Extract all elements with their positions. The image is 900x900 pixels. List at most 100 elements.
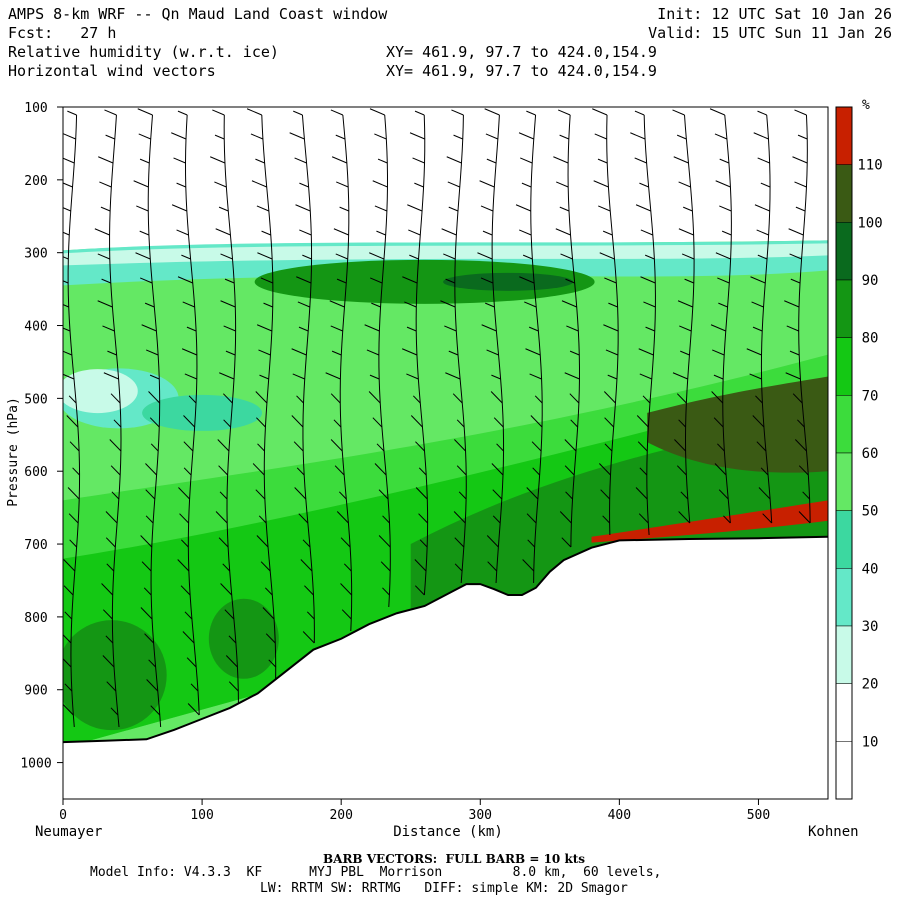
barb-staff xyxy=(339,114,353,632)
barb-flag xyxy=(526,513,537,524)
barb-flag xyxy=(339,206,350,212)
barb-flag xyxy=(68,513,79,524)
barb-flag xyxy=(762,513,773,524)
valid-time: Valid: 15 UTC Sun 11 Jan 26 xyxy=(648,24,892,42)
barb-flag xyxy=(672,109,685,116)
barb-flag xyxy=(645,326,655,332)
barb-flag xyxy=(532,467,541,476)
barb-flag xyxy=(140,607,153,620)
x-tick-label: 0 xyxy=(59,808,67,823)
model-info-line1: Model Info: V4.3.3 KF MYJ PBL Morrison 8… xyxy=(90,865,662,880)
barb-flag xyxy=(526,487,539,500)
barb-flag xyxy=(302,539,311,548)
barb-flag xyxy=(479,180,495,188)
barb-flag xyxy=(409,132,425,140)
barb-flag xyxy=(268,659,277,668)
barb-flag xyxy=(565,491,573,500)
barb-staff xyxy=(378,114,391,608)
barb-flag xyxy=(257,443,265,452)
barb-flag xyxy=(445,278,456,284)
barb-flag xyxy=(644,254,655,260)
barb-flag xyxy=(252,463,265,476)
barb-flag xyxy=(556,181,569,188)
barb-flag xyxy=(256,535,269,548)
barb-flag xyxy=(149,374,160,380)
barb-flag xyxy=(64,683,73,692)
x-tick-label: 500 xyxy=(747,808,770,823)
colorbar-label: 30 xyxy=(862,619,879,635)
barb-flag xyxy=(604,277,617,284)
rh-lens-90 xyxy=(254,259,595,304)
barb-flag xyxy=(786,325,799,332)
barb-flag xyxy=(564,439,577,452)
colorbar-segment xyxy=(835,625,853,684)
barb-flag xyxy=(789,350,800,356)
barb-flag xyxy=(171,132,187,140)
barb-flag xyxy=(594,133,607,140)
colorbar-segment xyxy=(835,452,853,511)
barb-flag xyxy=(225,655,238,668)
barb-flag xyxy=(751,301,764,308)
barb-flag xyxy=(723,515,731,524)
barb-flag xyxy=(602,230,613,236)
y-tick-label: 900 xyxy=(24,684,47,699)
barb-flag xyxy=(255,391,268,404)
rh-strip-120 xyxy=(591,500,828,543)
barb-flag xyxy=(299,229,312,236)
barb-flag xyxy=(757,254,768,260)
barb-flag xyxy=(798,465,809,476)
barb-flag xyxy=(418,467,427,476)
barb-flag xyxy=(330,439,343,452)
barb-flag xyxy=(795,206,806,212)
barb-flag xyxy=(518,132,534,140)
barb-flag xyxy=(519,229,532,236)
barb-flag xyxy=(104,109,117,116)
barb-flag xyxy=(487,561,498,572)
y-tick-label: 100 xyxy=(24,101,47,116)
barb-flag xyxy=(228,635,237,644)
barb-flag xyxy=(797,419,805,428)
barb-flag xyxy=(635,204,651,212)
barb-flag xyxy=(639,182,649,188)
barb-flag xyxy=(676,134,687,140)
colorbar-label: 50 xyxy=(862,504,879,520)
barb-flag xyxy=(333,419,342,428)
y-tick-label: 300 xyxy=(24,247,47,262)
barb-flag xyxy=(188,395,197,404)
barb-flag xyxy=(176,182,186,188)
barb-flag xyxy=(407,204,423,212)
barb-flag xyxy=(382,587,390,596)
barb-flag xyxy=(210,156,226,164)
barb-flag xyxy=(382,515,390,524)
barb-flag xyxy=(710,324,726,332)
barb-flag xyxy=(569,393,580,404)
barb-flag xyxy=(325,372,341,380)
barb-flag xyxy=(330,325,343,332)
barb-flag xyxy=(522,559,535,572)
barb-flag xyxy=(717,443,725,452)
barb-flag xyxy=(406,326,417,332)
barb-flag xyxy=(259,374,269,380)
barb-flag xyxy=(492,489,503,500)
barb-flag xyxy=(256,417,266,428)
barb-flag xyxy=(291,415,304,428)
barb-flag xyxy=(145,349,159,356)
barb-flag xyxy=(456,419,465,428)
field1-xy: XY= 461.9, 97.7 to 424.0,154.9 xyxy=(386,43,657,61)
barb-flag xyxy=(561,300,577,308)
barb-flag xyxy=(714,133,728,140)
barb-flag xyxy=(481,324,497,332)
barb-flag xyxy=(792,156,808,164)
rh-blob-90b xyxy=(208,598,279,679)
barb-flag xyxy=(145,463,157,476)
barb-flag xyxy=(712,349,725,356)
barb-flag xyxy=(330,109,344,116)
barb-flag xyxy=(181,539,189,548)
barb-flag xyxy=(223,325,236,332)
y-tick-label: 1000 xyxy=(20,757,51,772)
barb-flag xyxy=(485,302,495,308)
barb-flag xyxy=(256,324,273,332)
barb-flag xyxy=(181,254,191,260)
barb-flag xyxy=(600,489,611,500)
barb-flag xyxy=(250,133,264,140)
